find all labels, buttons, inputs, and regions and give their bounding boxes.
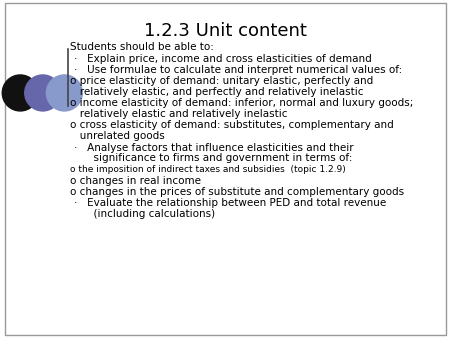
Text: o the imposition of indirect taxes and subsidies  (topic 1.2.9): o the imposition of indirect taxes and s… [70,165,346,174]
Text: o changes in real income: o changes in real income [70,176,201,186]
Text: ·   Explain price, income and cross elasticities of demand: · Explain price, income and cross elasti… [74,54,372,64]
Text: unrelated goods: unrelated goods [70,131,165,141]
Text: o cross elasticity of demand: substitutes, complementary and: o cross elasticity of demand: substitute… [70,120,393,130]
Text: Students should be able to:: Students should be able to: [70,42,214,52]
Text: relatively elastic, and perfectly and relatively inelastic: relatively elastic, and perfectly and re… [70,87,363,97]
Text: o changes in the prices of substitute and complementary goods: o changes in the prices of substitute an… [70,187,404,197]
Text: (including calculations): (including calculations) [74,209,216,219]
Text: relatively elastic and relatively inelastic: relatively elastic and relatively inelas… [70,109,287,119]
Text: ·   Use formulae to calculate and interpret numerical values of:: · Use formulae to calculate and interpre… [74,65,402,75]
Text: o price elasticity of demand: unitary elastic, perfectly and: o price elasticity of demand: unitary el… [70,76,373,86]
Text: significance to firms and government in terms of:: significance to firms and government in … [74,153,353,164]
Text: 1.2.3 Unit content: 1.2.3 Unit content [144,22,306,40]
Text: ·   Analyse factors that influence elasticities and their: · Analyse factors that influence elastic… [74,143,354,153]
Text: o income elasticity of demand: inferior, normal and luxury goods;: o income elasticity of demand: inferior,… [70,98,413,108]
Text: ·   Evaluate the relationship between PED and total revenue: · Evaluate the relationship between PED … [74,198,387,209]
